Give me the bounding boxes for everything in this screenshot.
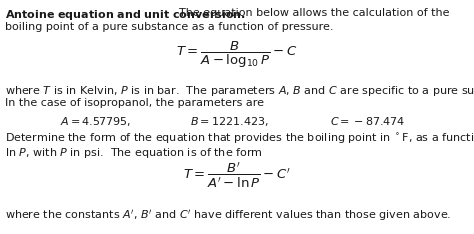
Text: $T = \dfrac{B}{A - \log_{10}P} - C$: $T = \dfrac{B}{A - \log_{10}P} - C$ <box>176 40 298 70</box>
Text: Determine the form of the equation that provides the boiling point in $^\circ$F,: Determine the form of the equation that … <box>5 132 474 146</box>
Text: $\mathbf{Antoine\ equation\ and\ unit\ conversion.}$: $\mathbf{Antoine\ equation\ and\ unit\ c… <box>5 8 246 22</box>
Text: where $T$ is in Kelvin, $P$ is in bar.  The parameters $A$, $B$ and $C$ are spec: where $T$ is in Kelvin, $P$ is in bar. T… <box>5 84 474 98</box>
Text: The equation below allows the calculation of the: The equation below allows the calculatio… <box>172 8 449 18</box>
Text: boiling point of a pure substance as a function of pressure.: boiling point of a pure substance as a f… <box>5 22 334 32</box>
Text: $T = \dfrac{B'}{A' - \ln P} - C'$: $T = \dfrac{B'}{A' - \ln P} - C'$ <box>183 161 291 190</box>
Text: In the case of isopropanol, the parameters are: In the case of isopropanol, the paramete… <box>5 98 264 108</box>
Text: $A = 4.57795,$: $A = 4.57795,$ <box>60 115 131 128</box>
Text: ln $P$, with $P$ in psi.  The equation is of the form: ln $P$, with $P$ in psi. The equation is… <box>5 146 263 160</box>
Text: where the constants $A'$, $B'$ and $C'$ have different values than those given a: where the constants $A'$, $B'$ and $C'$ … <box>5 208 451 223</box>
Text: $C = -87.474$: $C = -87.474$ <box>330 115 405 127</box>
Text: $B = 1221.423,$: $B = 1221.423,$ <box>190 115 269 128</box>
